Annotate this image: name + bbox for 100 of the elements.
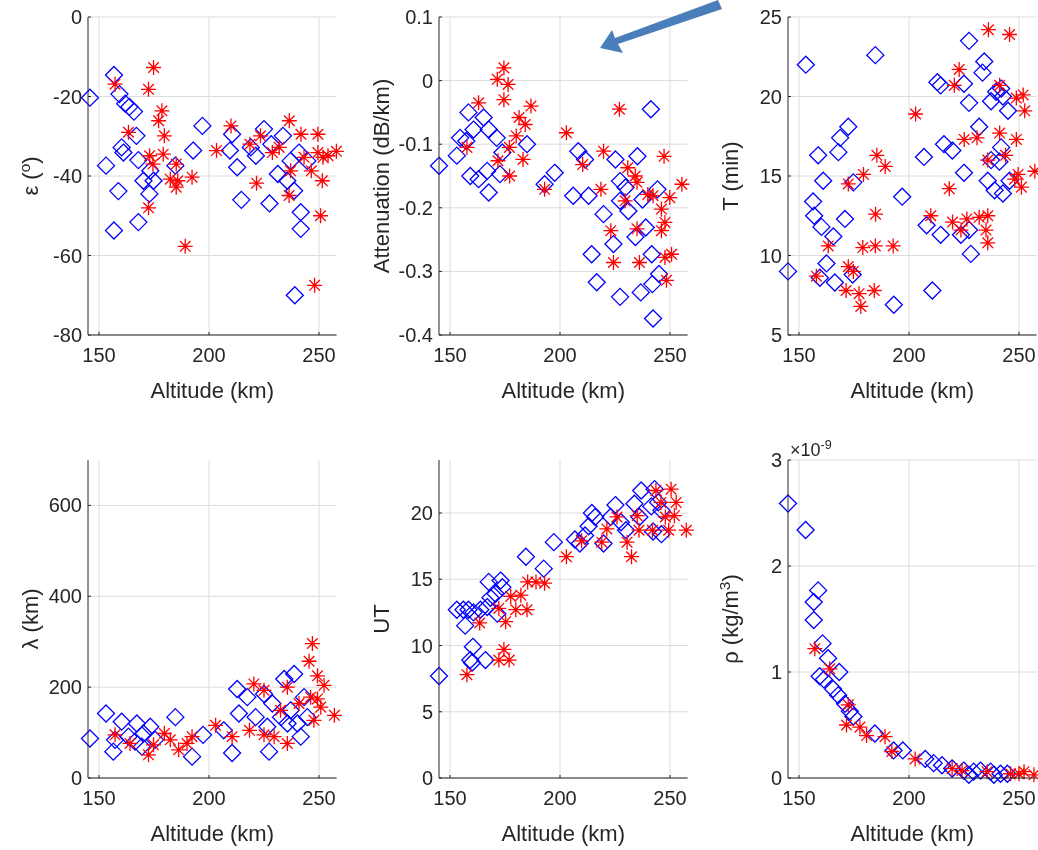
point	[630, 522, 648, 539]
point	[289, 143, 309, 162]
point	[628, 220, 646, 237]
point	[837, 282, 855, 299]
point	[109, 181, 128, 201]
x-axis-title: Altitude (km)	[501, 821, 626, 846]
point	[610, 191, 630, 210]
point	[595, 143, 612, 160]
point	[456, 616, 475, 635]
y-tick-label: 200	[48, 676, 82, 699]
y-tick-label: 25	[759, 6, 782, 28]
point	[633, 190, 652, 209]
y-tick-label: 15	[410, 568, 433, 591]
point	[914, 147, 934, 167]
point	[992, 138, 1011, 157]
annotation: ×10$^{-9}$	[790, 438, 832, 460]
point	[835, 209, 855, 229]
point	[838, 716, 855, 734]
x-axis-title: Altitude (km)	[150, 821, 275, 846]
point	[923, 281, 942, 300]
point	[241, 138, 260, 157]
point	[993, 184, 1013, 203]
x-axis-title: Altitude (km)	[501, 378, 626, 403]
y-axis-title: λ (km)	[18, 588, 43, 650]
point	[470, 94, 487, 112]
y-tick-label: 5	[421, 700, 433, 723]
point	[479, 183, 498, 202]
point	[1001, 26, 1018, 43]
point	[96, 704, 116, 723]
point	[951, 225, 971, 244]
point	[238, 687, 257, 707]
point	[917, 216, 936, 235]
point	[666, 507, 683, 524]
point	[510, 109, 528, 126]
point	[478, 161, 497, 181]
point	[246, 146, 266, 165]
point	[673, 176, 691, 193]
point	[278, 171, 297, 190]
point	[579, 186, 598, 205]
point	[604, 234, 623, 254]
x-tick-label: 250	[1002, 344, 1036, 366]
point	[817, 254, 836, 273]
y-tick-label: -0.3	[398, 260, 433, 283]
point	[279, 735, 296, 752]
point	[979, 207, 996, 224]
y-axis-title: T (min)	[718, 141, 743, 211]
point	[855, 166, 872, 183]
point	[536, 575, 553, 592]
point	[813, 634, 832, 653]
x-axis-title: Altitude (km)	[850, 378, 975, 403]
point	[489, 152, 507, 169]
y-tick-label: 0.1	[405, 6, 433, 28]
point	[254, 119, 274, 139]
point	[569, 142, 588, 161]
point	[1008, 89, 1025, 107]
point	[907, 750, 924, 768]
point	[998, 101, 1018, 120]
point	[284, 181, 304, 200]
point	[463, 637, 483, 656]
point	[642, 497, 661, 516]
point	[844, 707, 863, 726]
point	[300, 653, 318, 670]
point	[522, 97, 540, 115]
point	[495, 59, 513, 77]
point	[823, 679, 843, 699]
point	[804, 592, 823, 612]
point	[292, 126, 310, 143]
point	[272, 702, 289, 719]
point	[508, 127, 525, 145]
point	[502, 588, 519, 605]
point	[208, 142, 225, 159]
point	[991, 764, 1010, 783]
point	[245, 675, 263, 693]
point	[517, 135, 537, 154]
point	[281, 701, 300, 720]
point	[487, 128, 506, 147]
point	[326, 707, 343, 724]
point	[314, 172, 331, 189]
point	[934, 135, 954, 154]
point	[490, 164, 510, 184]
point	[478, 597, 497, 617]
point	[488, 604, 507, 623]
point	[252, 127, 269, 144]
point	[916, 749, 935, 769]
point	[968, 129, 986, 146]
point	[193, 116, 212, 136]
point	[461, 166, 480, 186]
point	[984, 765, 1004, 784]
point	[866, 46, 885, 65]
point	[1009, 166, 1027, 183]
point	[309, 667, 326, 684]
point	[459, 600, 478, 619]
point	[876, 728, 894, 745]
point	[814, 670, 834, 689]
point	[447, 146, 466, 165]
point	[592, 181, 610, 198]
y-tick-label: 5	[770, 324, 782, 346]
y-tick-label: -20	[53, 85, 82, 108]
point	[265, 728, 283, 745]
x-tick-label: 250	[302, 787, 336, 809]
